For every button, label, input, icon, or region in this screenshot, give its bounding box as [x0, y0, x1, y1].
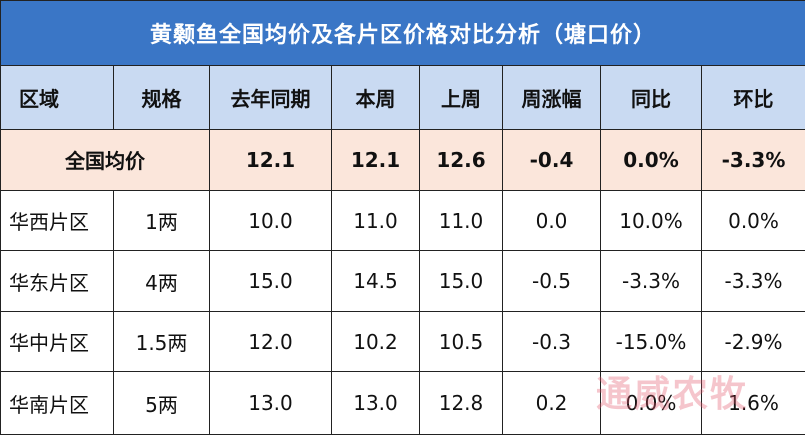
region-cell: 华南片区	[0, 371, 114, 435]
this-week-cell: 14.5	[331, 250, 420, 312]
mom-cell: -3.3%	[700, 250, 805, 312]
this-week-cell: 11.0	[331, 189, 420, 252]
last-week-cell: 11.0	[419, 189, 503, 252]
national-mom: -3.3%	[700, 129, 805, 191]
mom-cell: 0.0%	[700, 189, 805, 252]
national-yoy: 0.0%	[600, 129, 702, 191]
yoy-cell: -15.0%	[600, 310, 702, 373]
national-average-label: 全国均价	[0, 129, 210, 191]
mom-cell: 1.6%	[700, 371, 805, 435]
yoy-cell: 10.0%	[600, 189, 702, 252]
last-year-cell: 15.0	[209, 250, 332, 312]
last-year-cell: 13.0	[209, 371, 332, 435]
weekly-change-cell: -0.3	[502, 310, 601, 373]
spec-cell: 1.5两	[113, 310, 210, 373]
national-average-row: 全国均价 12.1 12.1 12.6 -0.4 0.0% -3.3%	[0, 129, 805, 191]
last-year-cell: 10.0	[209, 189, 332, 252]
region-cell: 华西片区	[0, 189, 114, 252]
yoy-cell: 0.0%	[600, 371, 702, 435]
header-row: 区域 规格 去年同期 本周 上周 周涨幅 同比 环比	[0, 64, 805, 131]
national-weekly-change: -0.4	[502, 129, 601, 191]
header-weekly-change: 周涨幅	[502, 64, 601, 131]
title-row: 黄颡鱼全国均价及各片区价格对比分析（塘口价）	[0, 0, 805, 66]
header-last-year: 去年同期	[209, 64, 332, 131]
national-last-year: 12.1	[209, 129, 332, 191]
spec-cell: 4两	[113, 250, 210, 312]
table-title: 黄颡鱼全国均价及各片区价格对比分析（塘口价）	[0, 0, 805, 66]
mom-cell: -2.9%	[700, 310, 805, 373]
last-week-cell: 15.0	[419, 250, 503, 312]
spec-cell: 5两	[113, 371, 210, 435]
table-row: 华南片区 5两 13.0 13.0 12.8 0.2 0.0% 1.6%	[0, 371, 805, 435]
table-row: 华东片区 4两 15.0 14.5 15.0 -0.5 -3.3% -3.3%	[0, 250, 805, 312]
region-cell: 华东片区	[0, 250, 114, 312]
weekly-change-cell: 0.0	[502, 189, 601, 252]
last-week-cell: 12.8	[419, 371, 503, 435]
this-week-cell: 10.2	[331, 310, 420, 373]
last-week-cell: 10.5	[419, 310, 503, 373]
region-cell: 华中片区	[0, 310, 114, 373]
weekly-change-cell: 0.2	[502, 371, 601, 435]
national-this-week: 12.1	[331, 129, 420, 191]
national-last-week: 12.6	[419, 129, 503, 191]
yoy-cell: -3.3%	[600, 250, 702, 312]
header-this-week: 本周	[331, 64, 420, 131]
table-row: 华中片区 1.5两 12.0 10.2 10.5 -0.3 -15.0% -2.…	[0, 310, 805, 373]
header-yoy: 同比	[600, 64, 702, 131]
weekly-change-cell: -0.5	[502, 250, 601, 312]
spec-cell: 1两	[113, 189, 210, 252]
table-row: 华西片区 1两 10.0 11.0 11.0 0.0 10.0% 0.0%	[0, 189, 805, 252]
header-last-week: 上周	[419, 64, 503, 131]
last-year-cell: 12.0	[209, 310, 332, 373]
header-spec: 规格	[113, 64, 210, 131]
this-week-cell: 13.0	[331, 371, 420, 435]
header-mom: 环比	[700, 64, 805, 131]
header-region: 区域	[0, 64, 114, 131]
